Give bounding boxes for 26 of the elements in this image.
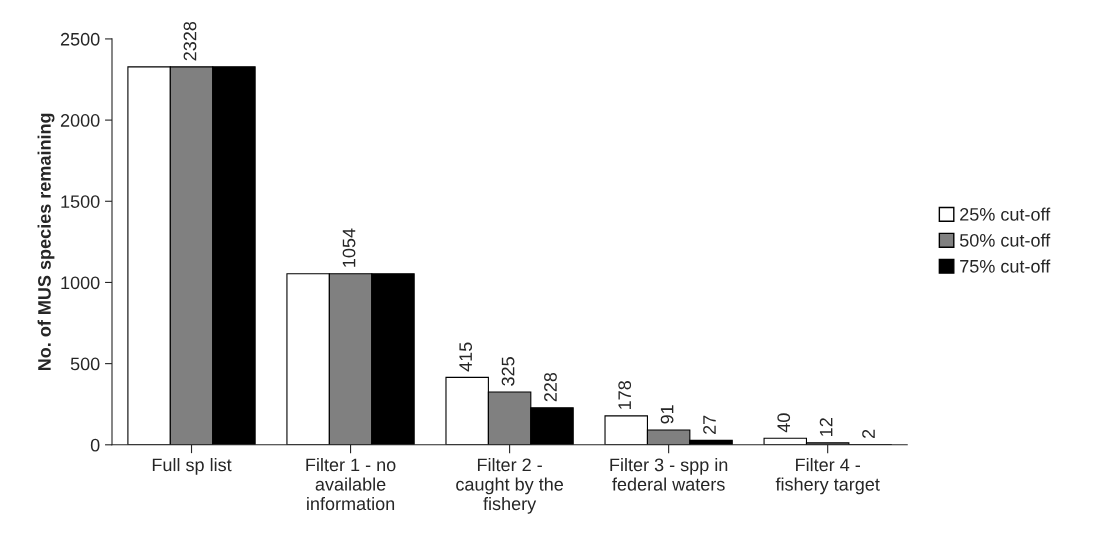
- legend-label: 75% cut-off: [960, 259, 1051, 273]
- y-axis-title: No. of MUS species remaining: [37, 113, 55, 371]
- y-tick-label: 2000: [60, 114, 100, 127]
- y-tick-label: 2500: [60, 32, 100, 46]
- x-tick-label: Filter 3 - spp in federal waters: [610, 457, 728, 491]
- legend-label: 50% cut-off: [959, 233, 1051, 247]
- data-label: 415: [459, 342, 473, 372]
- y-tick-label: 1000: [61, 276, 100, 290]
- x-tick-label: Filter 1 - no available information: [306, 457, 396, 511]
- data-label: 2328: [183, 21, 197, 61]
- data-label: 325: [501, 357, 515, 386]
- data-label: 2: [862, 429, 875, 439]
- x-tick-label: Filter 2 - caught by the fishery: [456, 457, 564, 514]
- data-label: 12: [819, 418, 833, 436]
- data-label: 91: [660, 405, 674, 424]
- y-tick-label: 0: [90, 438, 100, 452]
- x-tick-label: Filter 4 - fishery target: [775, 457, 880, 495]
- data-label: 40: [777, 413, 791, 433]
- legend-label: 25% cut-off: [960, 207, 1051, 221]
- data-label: 1054: [342, 228, 356, 267]
- y-tick-label: 500: [70, 357, 100, 371]
- y-tick-label: 1500: [61, 195, 100, 208]
- data-label: 178: [618, 381, 632, 409]
- x-tick-label: Full sp list: [152, 457, 232, 475]
- data-label: 27: [703, 415, 716, 434]
- data-label: 228: [544, 372, 557, 402]
